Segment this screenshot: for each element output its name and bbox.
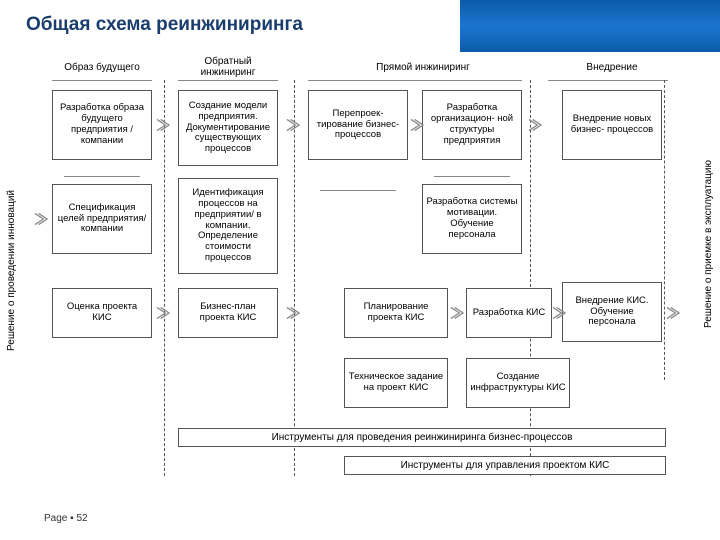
hline-gap	[434, 176, 510, 177]
box-r3-c4: Разработка КИС	[466, 288, 552, 338]
col-header-2: Обратный инжиниринг	[178, 56, 278, 78]
hline-gap	[320, 190, 396, 191]
box-r2-c2: Идентификация процессов на предприятии/ …	[178, 178, 278, 274]
arrow-icon	[666, 306, 680, 320]
vsep	[294, 80, 295, 476]
arrow-icon	[156, 118, 170, 132]
vsep	[530, 80, 531, 476]
wide-box-2: Инструменты для управления проектом КИС	[344, 456, 666, 475]
col-header-4: Внедрение	[572, 62, 652, 73]
arrow-icon	[528, 118, 542, 132]
page-number: Page ▪ 52	[44, 513, 88, 524]
col-header-3: Прямой инжиниринг	[358, 62, 488, 73]
arrow-icon	[286, 118, 300, 132]
arrow-icon	[286, 306, 300, 320]
box-r2-c4: Разработка системы мотивации. Обучение п…	[422, 184, 522, 254]
box-r3-c3: Планирование проекта КИС	[344, 288, 448, 338]
box-r3-c5: Внедрение КИС. Обучение персонала	[562, 282, 662, 342]
hline	[548, 80, 668, 81]
col-header-1: Образ будущего	[52, 62, 152, 73]
hline	[178, 80, 278, 81]
box-r1-c2: Создание модели предприятия. Документиро…	[178, 90, 278, 166]
left-vertical-label: Решение о проведении инноваций	[6, 190, 17, 351]
box-r1-c3: Перепроек- тирование бизнес- процессов	[308, 90, 408, 160]
arrow-icon	[552, 306, 566, 320]
hline	[52, 80, 152, 81]
page-title: Общая схема реинжиниринга	[26, 14, 303, 36]
box-r4-c3: Техническое задание на проект КИС	[344, 358, 448, 408]
right-vertical-label: Решение о приемке в эксплуатацию	[703, 160, 714, 328]
box-r3-c2: Бизнес-план проекта КИС	[178, 288, 278, 338]
arrow-icon	[156, 306, 170, 320]
box-r1-c4: Разработка организацион- ной структуры п…	[422, 90, 522, 160]
box-r3-c1: Оценка проекта КИС	[52, 288, 152, 338]
hline-gap	[64, 176, 140, 177]
box-r1-c1: Разработка образа будущего предприятия /…	[52, 90, 152, 160]
diagram-area: Образ будущего Обратный инжиниринг Прямо…	[28, 56, 692, 496]
arrow-icon	[34, 212, 48, 226]
box-r2-c1: Спецификация целей предприятия/ компании	[52, 184, 152, 254]
box-r1-c5: Внедрение новых бизнес- процессов	[562, 90, 662, 160]
hline	[308, 80, 522, 81]
arrow-icon	[450, 306, 464, 320]
wide-box-1: Инструменты для проведения реинжиниринга…	[178, 428, 666, 447]
box-r4-c4: Создание инфраструктуры КИС	[466, 358, 570, 408]
vsep	[664, 80, 665, 380]
arrow-icon	[410, 118, 424, 132]
vsep	[164, 80, 165, 476]
